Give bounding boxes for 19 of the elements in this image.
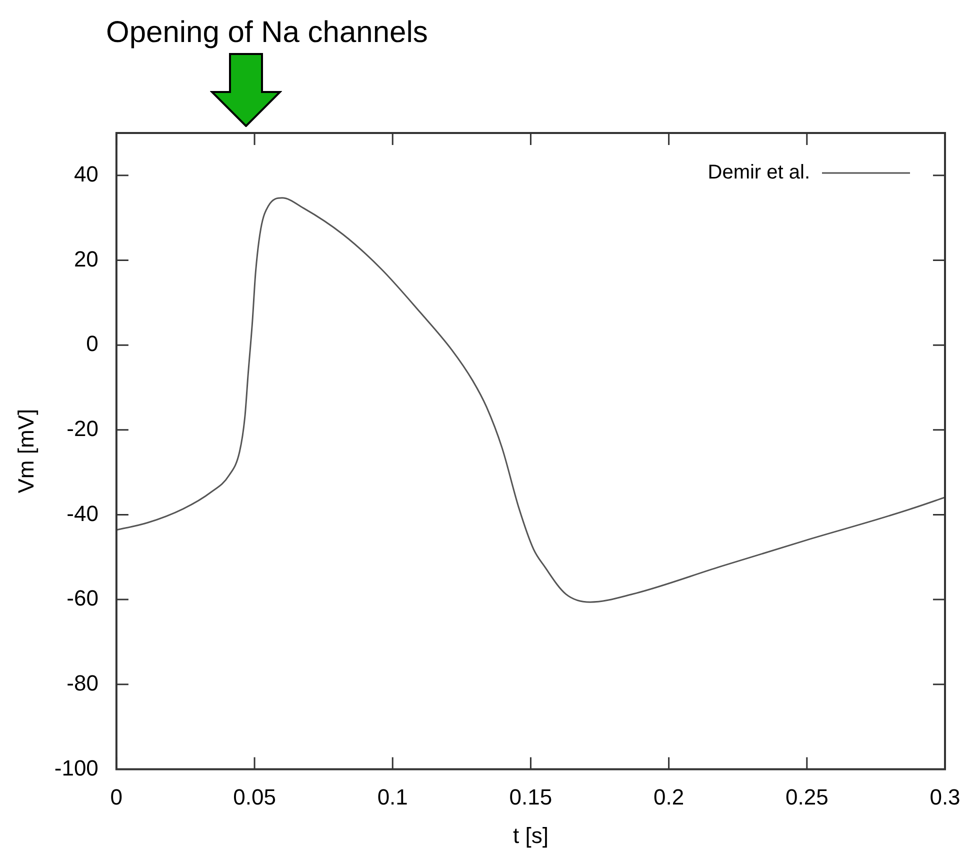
y-tick-label: -20	[66, 416, 98, 441]
y-tick-label: 20	[74, 246, 98, 272]
text: Opening of Na channels	[106, 16, 428, 49]
y-tick-label: -80	[66, 670, 98, 696]
x-tick-label: 0.2	[654, 784, 684, 810]
y-tick-label: -100	[54, 755, 98, 780]
x-tick-label: 0.25	[785, 784, 828, 810]
x-axis-title: t [s]	[512, 822, 548, 848]
x-tick-label: 0.15	[509, 784, 552, 810]
x-tick-label: 0.05	[233, 784, 276, 810]
y-axis-title: Vm [mV]	[13, 408, 38, 494]
y-tick-label: -40	[66, 500, 98, 526]
legend-label: Demir et al.	[708, 162, 810, 184]
y-tick-label: -60	[66, 586, 98, 611]
x-tick-label: 0	[110, 784, 123, 810]
x-tick-label: 0.3	[930, 784, 960, 810]
y-tick-label: 0	[86, 331, 98, 356]
y-tick-label: 40	[74, 161, 98, 186]
x-tick-label: 0.1	[377, 784, 408, 810]
